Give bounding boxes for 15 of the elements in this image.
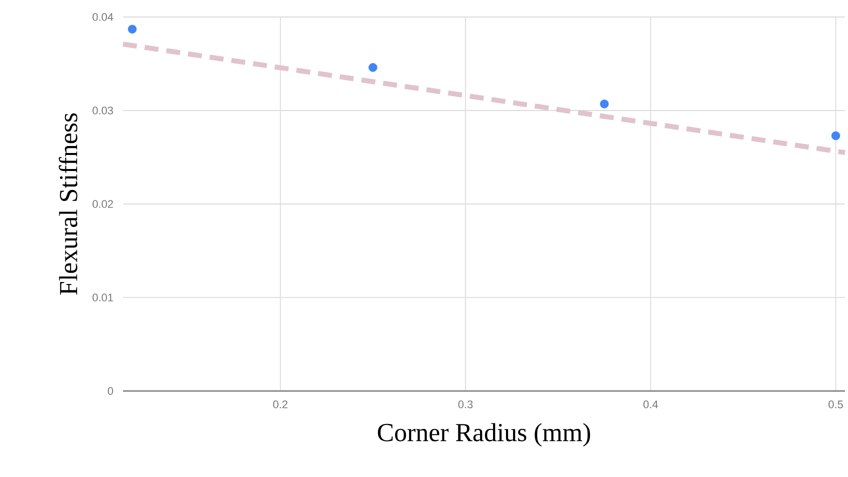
x-tick-label: 0.3 bbox=[458, 400, 473, 408]
point bbox=[600, 100, 609, 108]
y-tick-label: 0.02 bbox=[92, 200, 113, 208]
y-tick-label: 0.04 bbox=[92, 13, 114, 21]
y-tick-label: 0.03 bbox=[92, 106, 114, 114]
x-tick-label: 0.5 bbox=[828, 400, 843, 408]
x-tick-label: 0.4 bbox=[643, 400, 658, 408]
x-axis-title: Corner Radius (mm) bbox=[378, 423, 590, 447]
x-tick-label: 0.2 bbox=[273, 400, 288, 408]
point bbox=[831, 131, 840, 140]
point bbox=[128, 24, 137, 34]
y-tick-label: 0 bbox=[108, 387, 114, 395]
point bbox=[368, 63, 378, 72]
y-tick-label: 0.01 bbox=[92, 294, 113, 302]
y-axis-title: Flexural Stiffness bbox=[58, 113, 78, 295]
